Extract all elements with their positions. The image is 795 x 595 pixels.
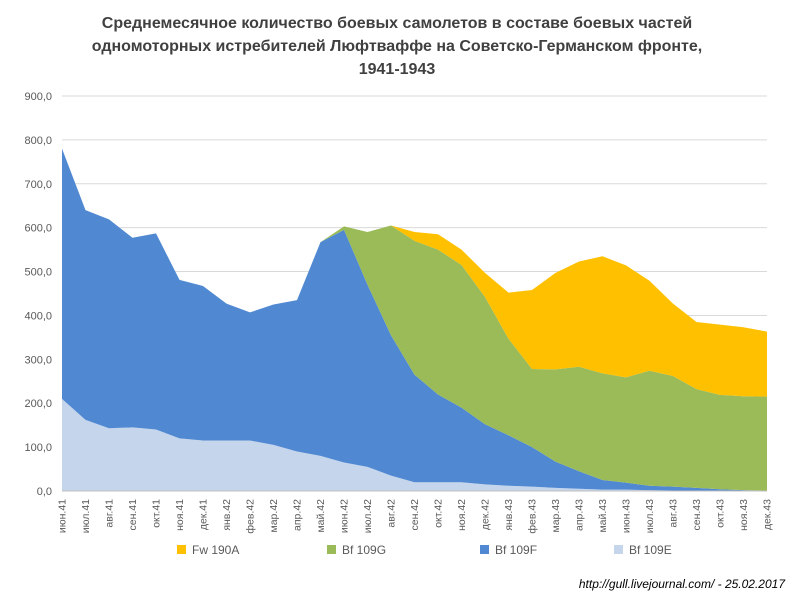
area-bf-109e: [62, 398, 767, 491]
x-tick-label: ноя.43: [738, 499, 750, 531]
x-tick-label: июл.41: [80, 499, 92, 533]
y-tick-label: 500,0: [24, 267, 52, 279]
legend-item-fw-190a: Fw 190A: [177, 543, 239, 557]
legend: Fw 190A Bf 109G Bf 109F Bf 109E: [177, 543, 672, 557]
x-tick-label: дек.43: [762, 499, 774, 530]
x-tick-label: сен.43: [691, 499, 703, 531]
legend-item-bf-109g: Bf 109G: [327, 543, 386, 557]
area-bf-109f: [62, 148, 767, 492]
legend-item-bf-109e: Bf 109E: [614, 543, 672, 557]
chart-title-line-1: Среднемесячное количество боевых самолет…: [102, 15, 692, 32]
x-tick-label: апр.43: [574, 499, 586, 531]
x-tick-label: май.43: [597, 499, 609, 533]
y-tick-label: 800,0: [24, 135, 52, 147]
x-tick-label: ноя.42: [456, 499, 468, 531]
x-tick-label: окт.42: [433, 499, 445, 528]
x-tick-label: окт.41: [151, 499, 163, 528]
y-tick-label: 100,0: [24, 442, 52, 454]
legend-label: Bf 109E: [629, 543, 672, 557]
x-tick-label: сен.42: [409, 499, 421, 531]
y-tick-label: 600,0: [24, 223, 52, 235]
x-tick-label: июл.42: [362, 499, 374, 533]
x-tick-label: дек.42: [480, 499, 492, 530]
chart-title-line-2: одномоторных истребителей Люфтваффе на С…: [92, 38, 702, 55]
area-fw-190a: [62, 148, 767, 397]
plot-areas: [62, 148, 767, 492]
y-tick-label: 400,0: [24, 310, 52, 322]
x-axis-ticks: июн.41 июл.41 авг.41 сен.41 окт.41 ноя.41 дек.…: [57, 499, 774, 534]
legend-label: Bf 109G: [342, 543, 386, 557]
x-tick-label: июн.41: [57, 499, 69, 533]
x-tick-label: дек.41: [198, 499, 210, 530]
x-tick-label: фев.42: [245, 499, 257, 534]
x-tick-label: сен.41: [127, 499, 139, 531]
y-tick-label: 0,0: [37, 486, 52, 498]
area-bf-109g: [62, 148, 767, 491]
x-tick-label: мар.43: [550, 499, 562, 533]
legend-swatch: [177, 545, 186, 554]
x-tick-label: окт.43: [715, 499, 727, 528]
x-tick-label: янв.43: [503, 499, 515, 531]
y-tick-label: 200,0: [24, 398, 52, 410]
legend-label: Fw 190A: [192, 543, 239, 557]
x-tick-label: янв.42: [221, 499, 233, 531]
legend-label: Bf 109F: [495, 543, 537, 557]
x-tick-label: мар.42: [268, 499, 280, 533]
y-tick-label: 300,0: [24, 354, 52, 366]
x-tick-label: авг.41: [104, 499, 116, 528]
source-caption: http://gull.livejournal.com/ - 25.02.201…: [578, 577, 785, 591]
legend-swatch: [327, 545, 336, 554]
legend-swatch: [480, 545, 489, 554]
x-tick-label: июн.42: [339, 499, 351, 533]
x-tick-label: фев.43: [527, 499, 539, 534]
x-tick-label: май.42: [315, 499, 327, 533]
x-tick-label: авг.42: [386, 499, 398, 528]
legend-item-bf-109f: Bf 109F: [480, 543, 537, 557]
chart-title: Среднемесячное количество боевых самолет…: [92, 15, 702, 78]
x-tick-label: авг.43: [668, 499, 680, 528]
x-tick-label: ноя.41: [174, 499, 186, 531]
x-tick-label: июн.43: [621, 499, 633, 533]
y-tick-label: 700,0: [24, 179, 52, 191]
x-tick-label: июл.43: [644, 499, 656, 533]
y-axis-ticks: 0,0 100,0 200,0 300,0 400,0 500,0 600,0 700,0 80…: [24, 91, 52, 498]
y-tick-label: 900,0: [24, 91, 52, 103]
legend-swatch: [614, 545, 623, 554]
x-tick-label: апр.42: [292, 499, 304, 531]
chart-title-line-3: 1941-1943: [359, 61, 436, 78]
